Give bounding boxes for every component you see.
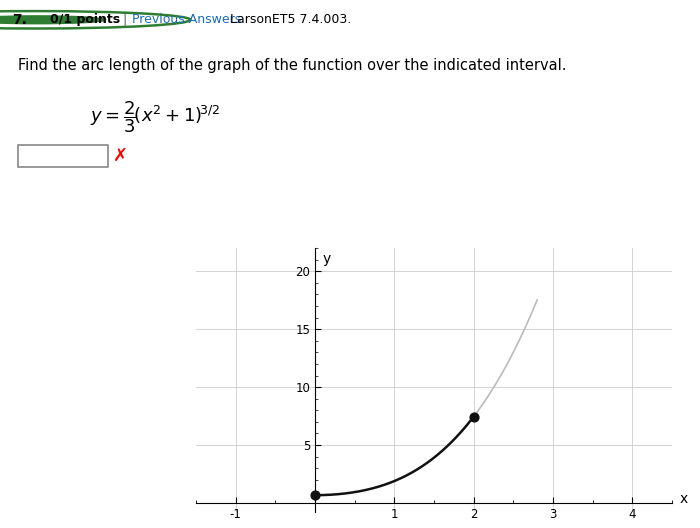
Text: 0/1 points: 0/1 points <box>50 13 120 26</box>
Text: Previous Answers: Previous Answers <box>132 13 241 26</box>
Text: ✗: ✗ <box>113 147 128 165</box>
Circle shape <box>0 16 106 24</box>
Point <box>468 412 480 421</box>
Text: x: x <box>680 493 688 506</box>
Text: y: y <box>323 252 331 266</box>
Point <box>309 491 321 499</box>
Text: Find the arc length of the graph of the function over the indicated interval.: Find the arc length of the graph of the … <box>18 58 566 72</box>
Text: 7.: 7. <box>13 13 27 27</box>
Bar <box>18 145 108 167</box>
Text: LarsonET5 7.4.003.: LarsonET5 7.4.003. <box>230 13 351 26</box>
Text: |: | <box>122 13 127 26</box>
Text: $y = \dfrac{2}{3}\!\left(x^2 + 1\right)^{\!3/2}$: $y = \dfrac{2}{3}\!\left(x^2 + 1\right)^… <box>90 100 220 135</box>
